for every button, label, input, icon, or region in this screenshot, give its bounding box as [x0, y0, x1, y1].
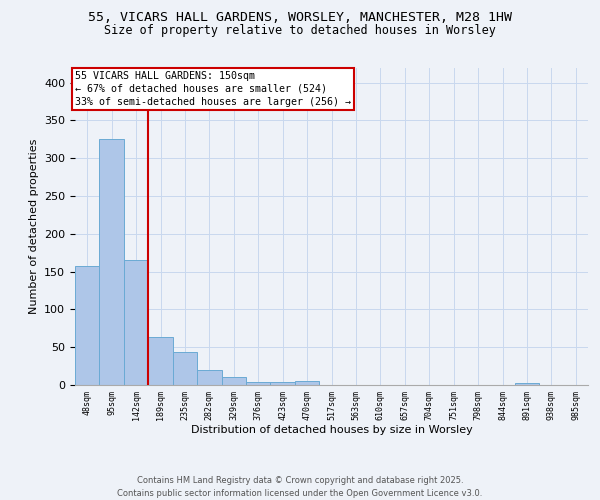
Bar — [295, 381, 319, 385]
Bar — [246, 382, 271, 385]
Text: 55, VICARS HALL GARDENS, WORSLEY, MANCHESTER, M28 1HW: 55, VICARS HALL GARDENS, WORSLEY, MANCHE… — [88, 11, 512, 24]
Bar — [100, 140, 124, 385]
Text: Size of property relative to detached houses in Worsley: Size of property relative to detached ho… — [104, 24, 496, 37]
Bar — [75, 266, 100, 385]
Bar — [197, 370, 221, 385]
Text: 55 VICARS HALL GARDENS: 150sqm
← 67% of detached houses are smaller (524)
33% of: 55 VICARS HALL GARDENS: 150sqm ← 67% of … — [76, 70, 352, 107]
Bar — [221, 378, 246, 385]
Bar — [173, 352, 197, 385]
Bar — [148, 338, 173, 385]
Bar — [271, 382, 295, 385]
Bar — [515, 382, 539, 385]
X-axis label: Distribution of detached houses by size in Worsley: Distribution of detached houses by size … — [191, 426, 472, 436]
Bar — [124, 260, 148, 385]
Text: Contains HM Land Registry data © Crown copyright and database right 2025.
Contai: Contains HM Land Registry data © Crown c… — [118, 476, 482, 498]
Y-axis label: Number of detached properties: Number of detached properties — [29, 138, 38, 314]
